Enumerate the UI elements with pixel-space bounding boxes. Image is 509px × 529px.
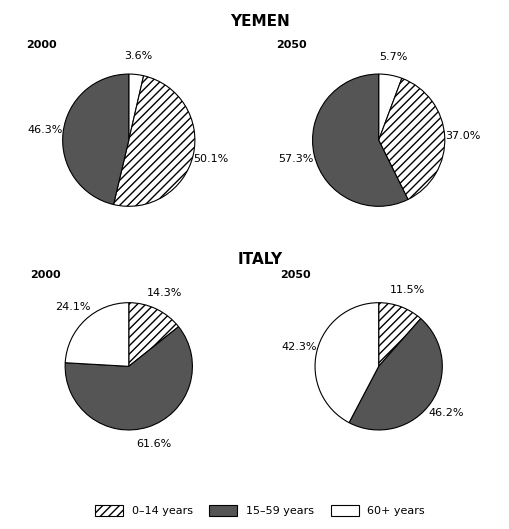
Wedge shape [65, 303, 129, 366]
Text: YEMEN: YEMEN [230, 14, 290, 29]
Text: 3.6%: 3.6% [124, 51, 152, 61]
Wedge shape [378, 303, 420, 366]
Text: 37.0%: 37.0% [445, 131, 480, 141]
Wedge shape [128, 74, 144, 140]
Wedge shape [128, 303, 178, 366]
Text: 2000: 2000 [26, 40, 57, 50]
Wedge shape [65, 327, 192, 430]
Text: 11.5%: 11.5% [389, 285, 425, 295]
Text: 2050: 2050 [276, 40, 306, 50]
Wedge shape [315, 303, 378, 423]
Wedge shape [378, 78, 444, 199]
Text: ITALY: ITALY [237, 252, 282, 267]
Text: 61.6%: 61.6% [135, 439, 171, 449]
Text: 50.1%: 50.1% [193, 154, 229, 165]
Text: 24.1%: 24.1% [55, 302, 91, 312]
Wedge shape [114, 76, 194, 206]
Text: 46.2%: 46.2% [427, 407, 463, 417]
Wedge shape [348, 318, 441, 430]
Text: 46.3%: 46.3% [27, 125, 62, 135]
Wedge shape [312, 74, 407, 206]
Text: 5.7%: 5.7% [379, 52, 407, 62]
Text: 2050: 2050 [279, 270, 310, 280]
Legend: 0–14 years, 15–59 years, 60+ years: 0–14 years, 15–59 years, 60+ years [91, 500, 429, 521]
Text: 57.3%: 57.3% [278, 154, 314, 165]
Wedge shape [378, 74, 401, 140]
Text: 2000: 2000 [30, 270, 61, 280]
Wedge shape [63, 74, 129, 205]
Text: 14.3%: 14.3% [146, 288, 182, 298]
Text: 42.3%: 42.3% [281, 342, 317, 352]
